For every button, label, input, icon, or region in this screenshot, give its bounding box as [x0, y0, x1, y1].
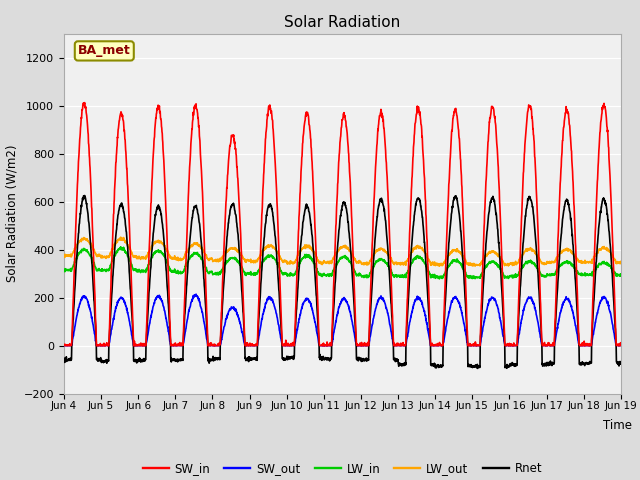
Text: BA_met: BA_met	[78, 44, 131, 58]
Title: Solar Radiation: Solar Radiation	[284, 15, 401, 30]
Y-axis label: Solar Radiation (W/m2): Solar Radiation (W/m2)	[5, 145, 18, 282]
Legend: SW_in, SW_out, LW_in, LW_out, Rnet: SW_in, SW_out, LW_in, LW_out, Rnet	[138, 457, 547, 480]
X-axis label: Time: Time	[603, 419, 632, 432]
